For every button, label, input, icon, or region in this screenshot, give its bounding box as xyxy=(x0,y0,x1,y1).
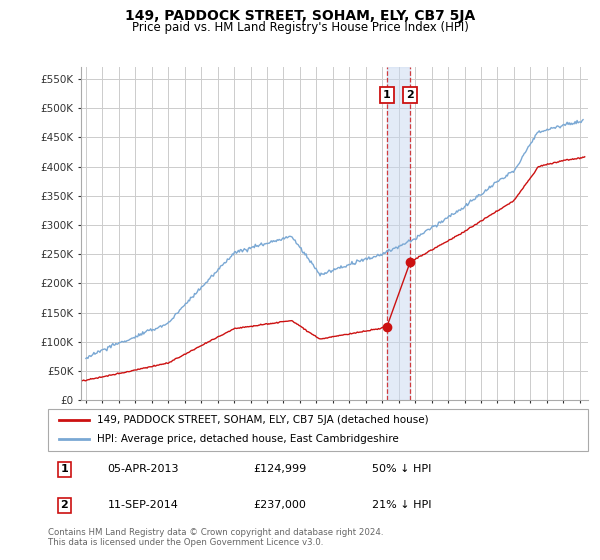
Text: 2: 2 xyxy=(61,501,68,510)
FancyBboxPatch shape xyxy=(48,409,588,451)
Bar xyxy=(386,67,410,400)
Text: 149, PADDOCK STREET, SOHAM, ELY, CB7 5JA (detached house): 149, PADDOCK STREET, SOHAM, ELY, CB7 5JA… xyxy=(97,415,428,425)
Text: 1: 1 xyxy=(61,464,68,474)
Text: 05-APR-2013: 05-APR-2013 xyxy=(107,464,179,474)
Text: HPI: Average price, detached house, East Cambridgeshire: HPI: Average price, detached house, East… xyxy=(97,435,398,445)
Text: 2: 2 xyxy=(406,90,414,100)
Text: Price paid vs. HM Land Registry's House Price Index (HPI): Price paid vs. HM Land Registry's House … xyxy=(131,21,469,34)
Text: 11-SEP-2014: 11-SEP-2014 xyxy=(107,501,178,510)
Text: 149, PADDOCK STREET, SOHAM, ELY, CB7 5JA: 149, PADDOCK STREET, SOHAM, ELY, CB7 5JA xyxy=(125,9,475,23)
Text: 21% ↓ HPI: 21% ↓ HPI xyxy=(372,501,431,510)
Text: £237,000: £237,000 xyxy=(253,501,306,510)
Text: Contains HM Land Registry data © Crown copyright and database right 2024.
This d: Contains HM Land Registry data © Crown c… xyxy=(48,528,383,547)
Text: 50% ↓ HPI: 50% ↓ HPI xyxy=(372,464,431,474)
Text: £124,999: £124,999 xyxy=(253,464,307,474)
Text: 1: 1 xyxy=(383,90,391,100)
